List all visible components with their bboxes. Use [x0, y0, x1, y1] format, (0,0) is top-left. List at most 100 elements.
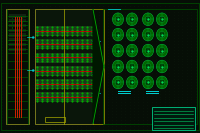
Point: [185, 60, 188, 63]
Point: [22, 19, 26, 22]
Point: [62, 63, 65, 65]
Point: [124, 40, 127, 42]
Point: [53, 107, 56, 109]
Point: [80, 107, 83, 109]
Point: [194, 81, 197, 83]
Point: [27, 49, 30, 51]
Point: [27, 78, 30, 80]
Point: [80, 11, 83, 13]
Point: [181, 116, 184, 118]
Point: [119, 63, 122, 65]
Point: [27, 22, 30, 24]
Point: [0, 60, 4, 63]
Ellipse shape: [126, 44, 138, 57]
Point: [0, 46, 4, 48]
Point: [18, 63, 21, 65]
Point: [146, 52, 149, 54]
Point: [40, 37, 43, 39]
Point: [185, 46, 188, 48]
Point: [75, 43, 78, 45]
Point: [128, 37, 131, 39]
Point: [176, 22, 180, 24]
Point: [71, 93, 74, 95]
Point: [66, 5, 70, 7]
Point: [14, 66, 17, 68]
Point: [36, 52, 39, 54]
Point: [36, 37, 39, 39]
Bar: [9, 33, 26, 37]
Point: [163, 87, 166, 89]
Point: [58, 66, 61, 68]
Point: [40, 110, 43, 112]
Point: [97, 19, 100, 22]
Point: [84, 95, 87, 98]
Point: [150, 14, 153, 16]
Point: [102, 5, 105, 7]
Point: [27, 113, 30, 115]
Point: [75, 5, 78, 7]
Point: [168, 16, 171, 19]
Point: [75, 34, 78, 36]
Point: [119, 125, 122, 127]
Point: [36, 78, 39, 80]
Point: [194, 66, 197, 68]
Point: [128, 90, 131, 92]
Point: [132, 95, 136, 98]
Point: [146, 72, 149, 74]
Point: [124, 69, 127, 71]
Point: [66, 107, 70, 109]
Point: [97, 25, 100, 27]
Point: [71, 122, 74, 124]
Point: [102, 125, 105, 127]
Point: [53, 125, 56, 127]
Point: [128, 14, 131, 16]
Point: [75, 95, 78, 98]
Bar: [9, 14, 26, 18]
Point: [137, 46, 140, 48]
Point: [58, 93, 61, 95]
Point: [176, 5, 180, 7]
Point: [53, 55, 56, 57]
Point: [93, 78, 96, 80]
Point: [71, 104, 74, 106]
Point: [36, 49, 39, 51]
Point: [88, 43, 92, 45]
Point: [102, 52, 105, 54]
Point: [44, 107, 48, 109]
Point: [40, 128, 43, 130]
Point: [168, 19, 171, 22]
Point: [146, 5, 149, 7]
Point: [5, 63, 8, 65]
Point: [75, 55, 78, 57]
Point: [115, 75, 118, 77]
Point: [146, 101, 149, 103]
Point: [146, 11, 149, 13]
Point: [124, 78, 127, 80]
Point: [190, 84, 193, 86]
Point: [190, 63, 193, 65]
Point: [40, 25, 43, 27]
Point: [154, 49, 158, 51]
Point: [190, 16, 193, 19]
Point: [154, 110, 158, 112]
Point: [141, 87, 144, 89]
Point: [27, 37, 30, 39]
Point: [141, 90, 144, 92]
Point: [62, 75, 65, 77]
Point: [102, 98, 105, 101]
Point: [106, 104, 109, 106]
Point: [119, 104, 122, 106]
Point: [75, 116, 78, 118]
Point: [88, 119, 92, 121]
Point: [58, 122, 61, 124]
Point: [154, 25, 158, 27]
Point: [194, 14, 197, 16]
Point: [128, 98, 131, 101]
Point: [0, 69, 4, 71]
Point: [14, 122, 17, 124]
Ellipse shape: [129, 31, 135, 38]
Ellipse shape: [112, 13, 124, 26]
Point: [190, 104, 193, 106]
Point: [58, 55, 61, 57]
Point: [137, 5, 140, 7]
